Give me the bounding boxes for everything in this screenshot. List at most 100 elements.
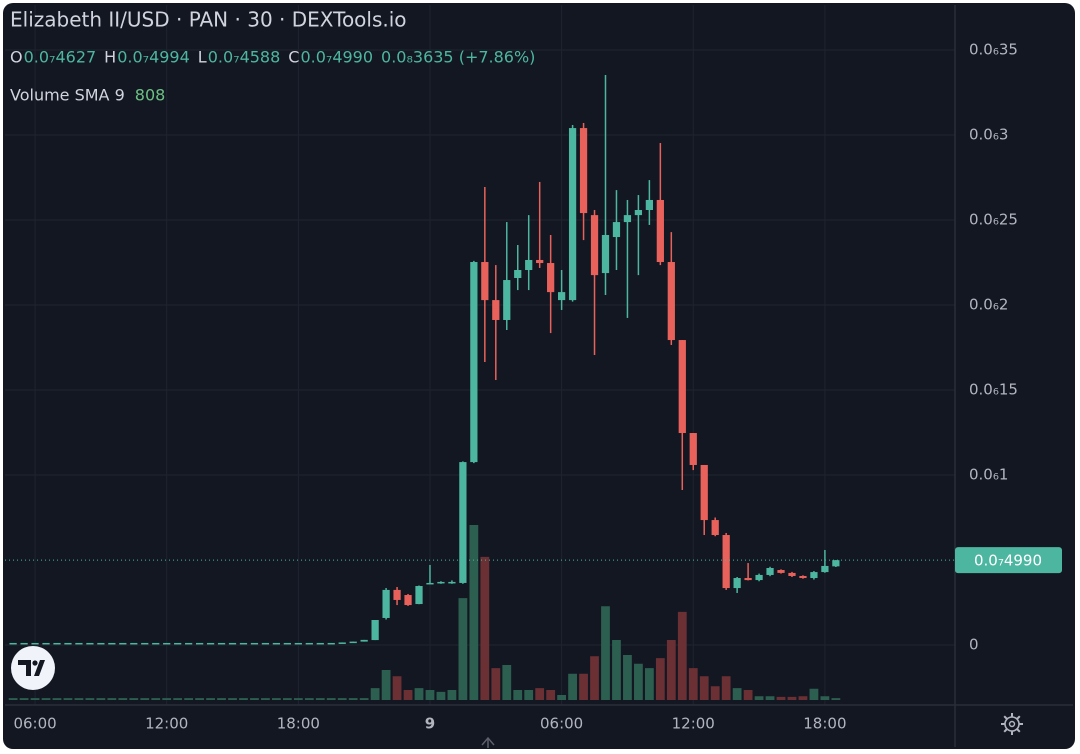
- candle-body: [64, 642, 72, 645]
- candle-body: [9, 642, 17, 645]
- volume-bar: [381, 670, 391, 700]
- grid: [5, 5, 955, 705]
- volume-bar: [644, 668, 654, 700]
- candle-body: [448, 581, 456, 584]
- candle-body: [788, 572, 796, 576]
- candle-body: [206, 642, 215, 645]
- legend-text: O: [10, 48, 23, 67]
- volume-bar: [513, 690, 523, 700]
- candle-body: [349, 641, 357, 644]
- volume-bar: [370, 688, 380, 700]
- volume-bar: [8, 698, 18, 700]
- volume-bar: [315, 698, 325, 700]
- legend-text: 0.0₈3635 (+7.86%): [381, 48, 535, 67]
- volume-bar: [337, 698, 347, 700]
- volume-bar: [140, 698, 150, 700]
- candle-body: [261, 642, 270, 645]
- settings-gear[interactable]: [1001, 713, 1023, 735]
- candle-body: [547, 263, 555, 293]
- candle-body: [393, 589, 401, 600]
- logo-circle: [11, 646, 55, 690]
- volume-bar: [293, 698, 303, 700]
- candle-body: [810, 572, 818, 579]
- scroll-arrow[interactable]: [481, 736, 495, 748]
- x-tick-label: 06:00: [13, 715, 56, 733]
- candle-body: [338, 642, 346, 644]
- legend-text: 0.0₇4588: [208, 48, 281, 67]
- volume-bar: [557, 695, 567, 700]
- volume-bar: [195, 698, 204, 700]
- volume-bar: [831, 698, 841, 700]
- candle-body: [590, 215, 599, 276]
- volume-bar: [688, 668, 698, 700]
- candle-body: [53, 642, 61, 645]
- candle-body: [141, 642, 149, 645]
- candle-body: [283, 642, 291, 645]
- candle-body: [514, 270, 522, 278]
- volume-bar: [359, 698, 369, 700]
- volume-bar: [623, 655, 632, 700]
- candle-body: [492, 300, 500, 320]
- volume-bar: [173, 698, 183, 700]
- candle-body: [525, 259, 533, 271]
- volume-bar: [30, 698, 40, 700]
- volume-bar: [743, 690, 753, 700]
- candles: [9, 75, 840, 645]
- candle-body: [645, 199, 653, 211]
- candle-body: [217, 642, 226, 645]
- volume-bar: [85, 698, 95, 700]
- candle-body: [316, 642, 324, 645]
- candle-body: [689, 433, 697, 465]
- candle-body: [612, 222, 621, 238]
- volume-bar: [666, 640, 676, 700]
- volume-bar: [458, 598, 468, 700]
- candle-body: [97, 642, 105, 645]
- volume-bar: [710, 686, 720, 700]
- last-price-box: [955, 547, 1062, 574]
- candle-body: [579, 128, 588, 214]
- candle-body: [382, 589, 390, 618]
- tradingview-logo[interactable]: [11, 646, 55, 690]
- candle-body: [437, 581, 445, 584]
- x-tick-label: 12:00: [145, 715, 188, 733]
- candle-body: [601, 234, 610, 274]
- chart-background: [3, 3, 1075, 749]
- legend-text: C: [288, 48, 299, 67]
- volume-bar: [809, 688, 819, 700]
- candle-body: [228, 642, 237, 645]
- candle-body: [250, 642, 259, 645]
- y-tick-label: 0.0₆2: [969, 296, 1008, 314]
- candle-body: [130, 642, 138, 645]
- candle-body: [503, 280, 511, 320]
- x-tick-label: 12:00: [672, 715, 715, 733]
- x-tick-label: 18:00: [803, 715, 846, 733]
- volume-bar: [524, 690, 534, 700]
- volume-bar: [491, 668, 501, 700]
- volume-bar: [568, 673, 577, 700]
- volume-bar: [590, 656, 599, 700]
- volume-bar: [151, 698, 161, 700]
- volume-bar: [634, 663, 643, 700]
- candle-body: [733, 578, 741, 589]
- legend-header: Elizabeth II/USD · PAN · 30 · DEXTools.i…: [10, 8, 535, 105]
- candle-body: [755, 574, 763, 581]
- y-tick-label: 0.0₆15: [969, 381, 1018, 399]
- y-tick-label: 0.0₆3: [969, 126, 1008, 144]
- candle-body: [470, 262, 478, 463]
- legend-text: Volume SMA 9: [10, 86, 125, 105]
- y-tick-label: 0.0₆35: [969, 41, 1018, 59]
- candle-body: [568, 128, 577, 301]
- volume-bar: [414, 688, 424, 700]
- legend-text: 808: [135, 86, 166, 105]
- candle-body: [656, 199, 664, 263]
- volume-bar: [272, 698, 281, 700]
- volume-bar: [765, 696, 775, 700]
- candle-body: [711, 520, 719, 536]
- candle-body: [623, 215, 632, 223]
- volume-bar: [206, 698, 215, 700]
- volume-bar: [162, 698, 172, 700]
- candle-body: [799, 575, 807, 579]
- volume-bar: [96, 698, 106, 700]
- candle-body: [678, 340, 686, 434]
- volume-bar: [250, 698, 259, 700]
